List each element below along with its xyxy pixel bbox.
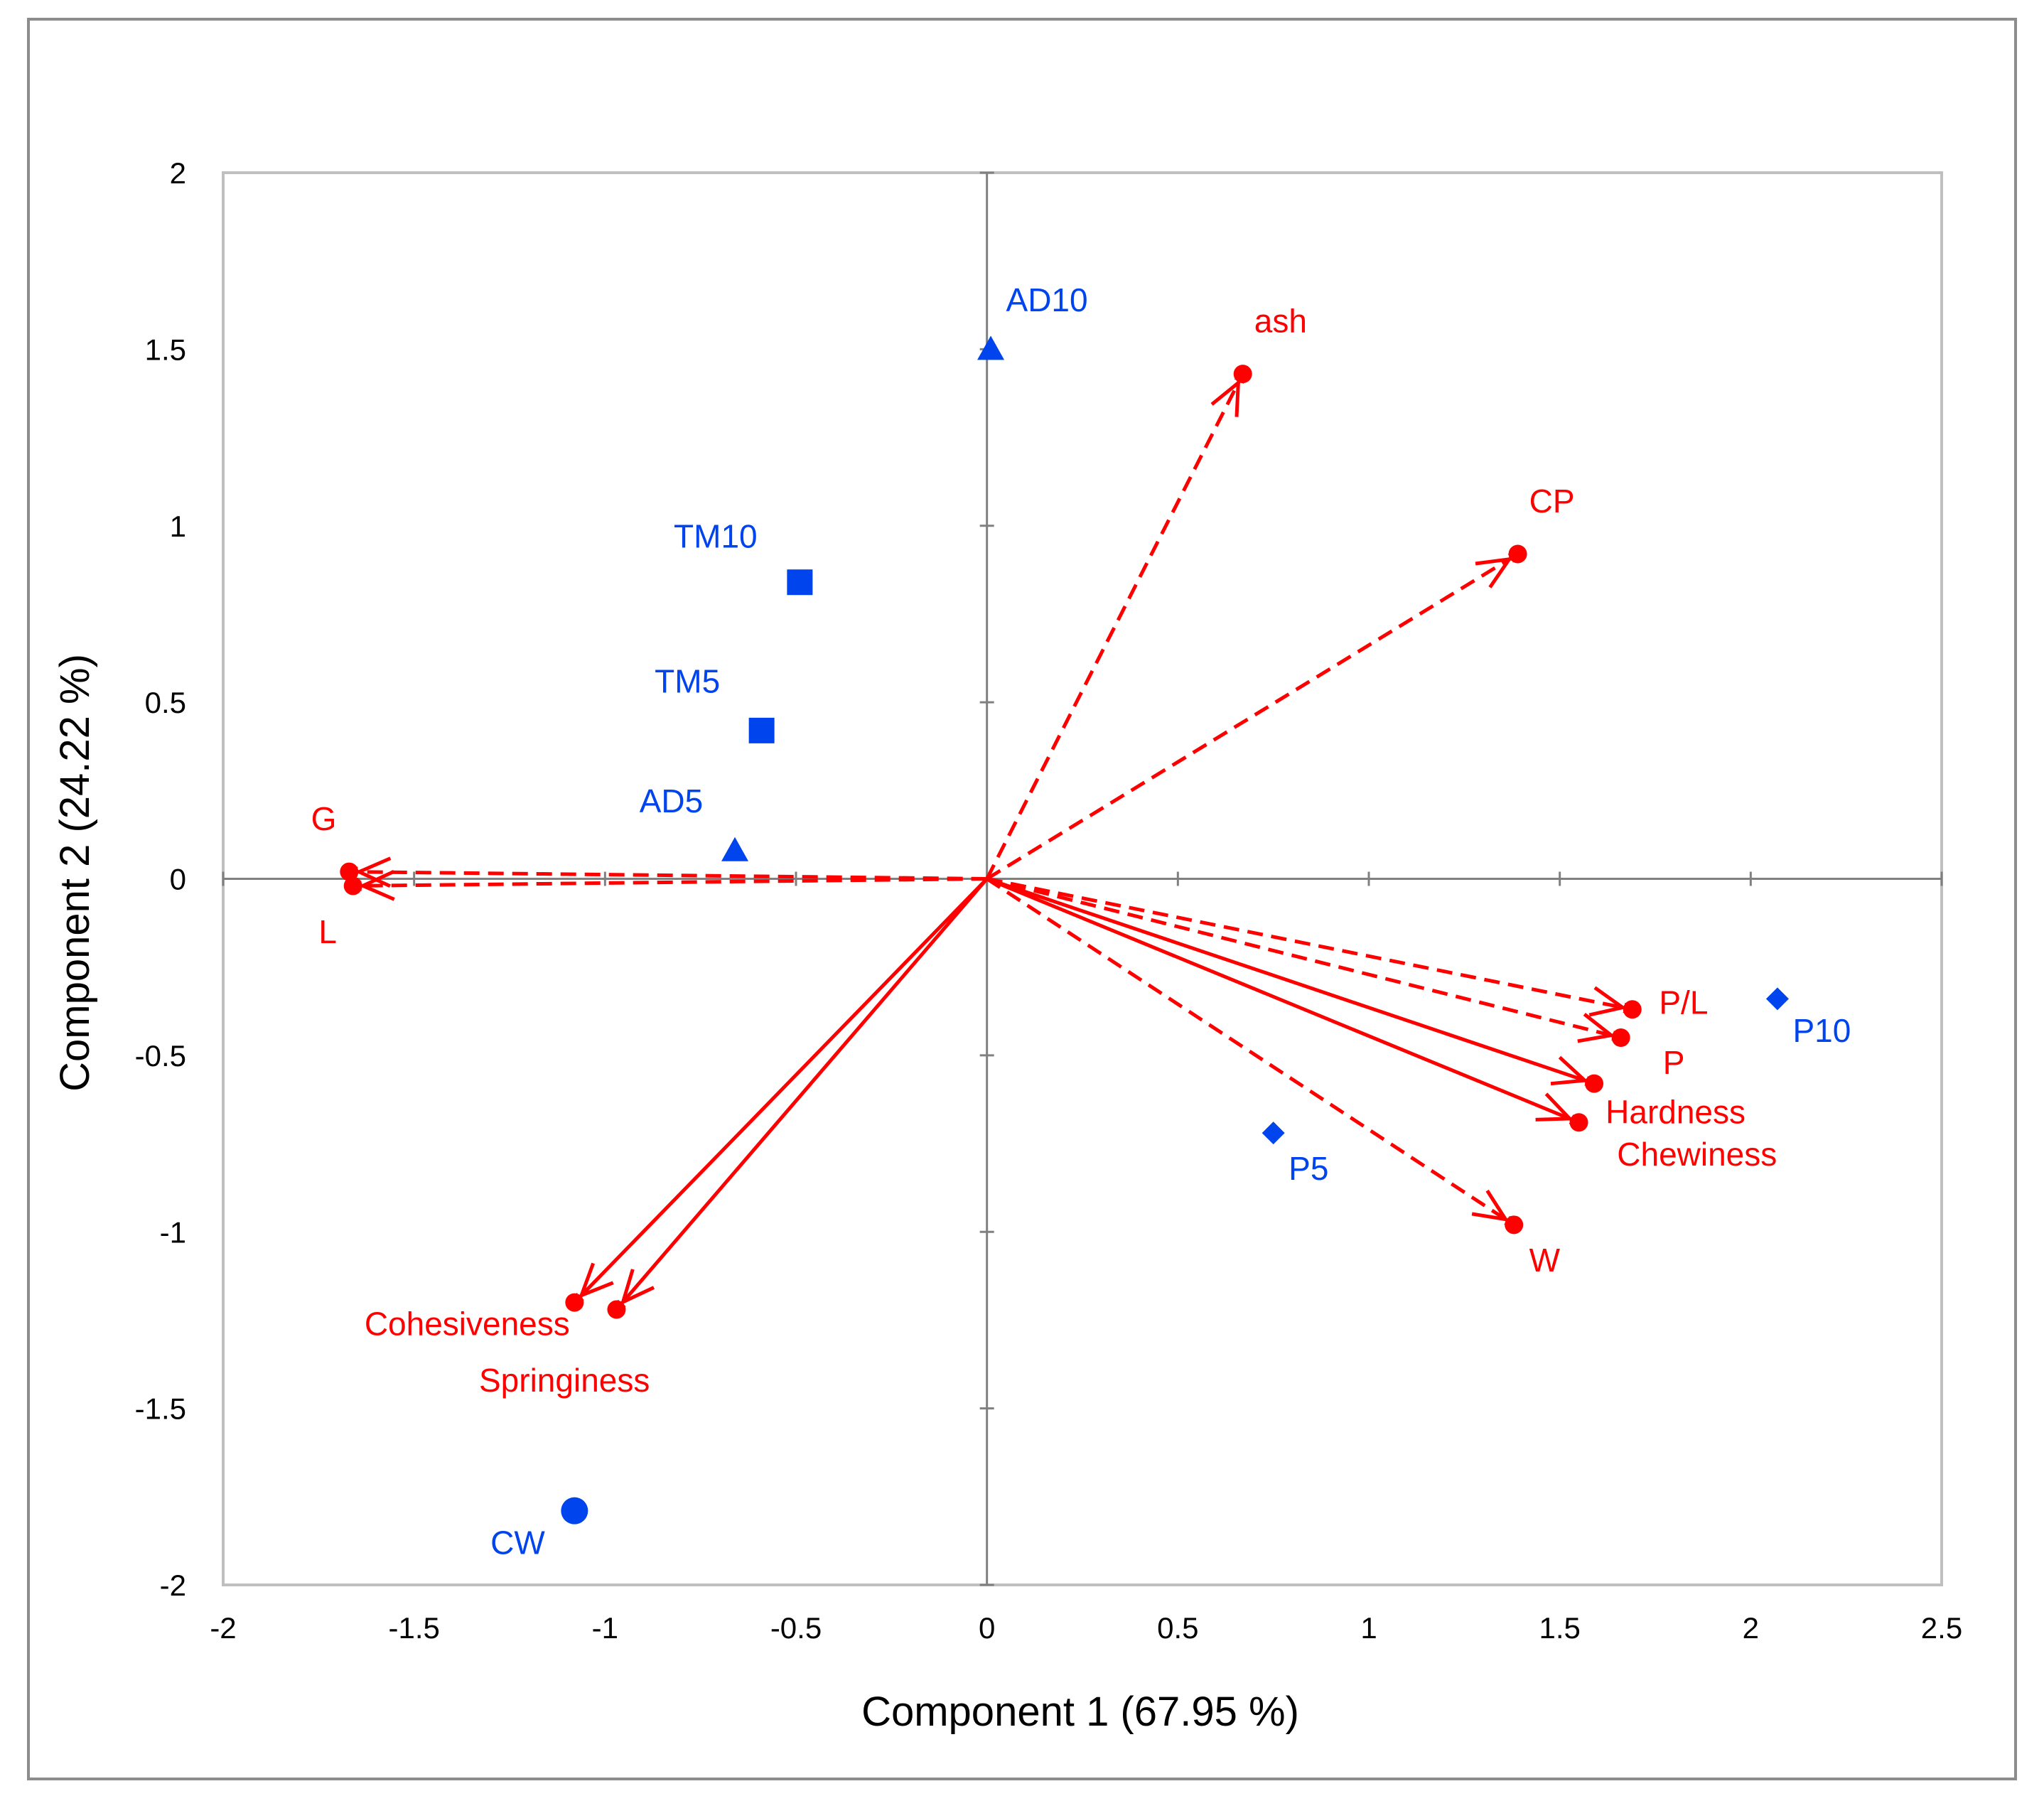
- vector-arrowhead: [1475, 556, 1513, 588]
- observation-label: CW: [490, 1524, 545, 1561]
- x-tick-label: -1.5: [388, 1611, 439, 1645]
- observation-label: P10: [1792, 1012, 1851, 1049]
- variable-label: ash: [1254, 303, 1307, 340]
- vector-p-l: [986, 877, 1632, 1010]
- x-tick-label: -0.5: [770, 1611, 822, 1645]
- variable-label: Springiness: [479, 1362, 650, 1399]
- variable-vectors: ash CP G L P/L P Hardness Chewiness W Cohesivenes…: [311, 303, 1777, 1399]
- observation-label: AD5: [640, 783, 703, 819]
- observation-label: AD10: [1006, 281, 1088, 318]
- y-tick-label: 0.5: [145, 686, 186, 719]
- vector-arrowhead: [1535, 1092, 1574, 1122]
- vector-arrowhead: [620, 1269, 655, 1306]
- x-tick-label: -1: [592, 1611, 618, 1645]
- y-tick-label: -2: [160, 1569, 186, 1602]
- y-tick-label: -1: [160, 1215, 186, 1249]
- observation-label: P5: [1289, 1150, 1328, 1187]
- vector-ash: [985, 374, 1244, 880]
- vector-arrowhead: [578, 1262, 614, 1298]
- observation-points: AD10 TM10 TM5 AD5 P10 P5 CW: [490, 281, 1851, 1561]
- point-cw: [561, 1497, 588, 1525]
- vector-arrowhead: [1471, 1189, 1510, 1222]
- x-tick-label: 1.5: [1539, 1611, 1580, 1645]
- variable-label: Cohesiveness: [365, 1305, 570, 1342]
- vector-l: [353, 877, 987, 886]
- vector-arrowhead: [358, 869, 395, 901]
- variable-label: W: [1529, 1242, 1561, 1279]
- point-tm5: [748, 717, 775, 743]
- vector-arrowhead: [1210, 379, 1241, 417]
- y-axis-ticks: -2 -1.5 -1 -0.5 0 0.5 1 1.5 2: [135, 156, 994, 1602]
- y-tick-label: 1.5: [145, 333, 186, 366]
- vector-tip-springiness: [607, 1300, 626, 1319]
- point-ad5: [721, 837, 749, 861]
- y-axis-title: Component 2 (24.22 %): [52, 654, 98, 1092]
- variable-label: L: [318, 913, 337, 950]
- vector-p: [986, 877, 1621, 1038]
- vector-arrowhead: [1588, 986, 1628, 1017]
- y-tick-label: 0: [170, 863, 186, 896]
- x-tick-label: -2: [210, 1611, 236, 1645]
- vector-arrowhead: [1550, 1055, 1589, 1086]
- point-p5: [1262, 1122, 1285, 1145]
- vector-tip-p-l: [1623, 1000, 1642, 1019]
- x-tick-label: 2: [1743, 1611, 1759, 1645]
- x-axis-ticks: -2 -1.5 -1 -0.5 0 0.5 1 1.5 2 2.5: [210, 871, 1962, 1645]
- observation-label: TM5: [655, 662, 720, 699]
- vector-tip-chewiness: [1569, 1113, 1588, 1132]
- vector-w: [986, 877, 1515, 1227]
- chart-frame: [27, 18, 2017, 1780]
- x-tick-label: 2.5: [1921, 1611, 1962, 1645]
- y-tick-label: 2: [170, 156, 186, 190]
- point-ad10: [977, 335, 1005, 360]
- variable-label: P/L: [1659, 984, 1708, 1021]
- vector-tip-l: [343, 876, 362, 896]
- vector-springiness: [615, 877, 989, 1310]
- x-axis-title: Component 1 (67.95 %): [861, 1689, 1299, 1735]
- vector-arrowhead: [1577, 1013, 1616, 1043]
- y-tick-label: 1: [170, 510, 186, 543]
- vector-tip-g: [340, 862, 359, 881]
- vector-g: [349, 872, 987, 881]
- point-tm10: [787, 569, 813, 596]
- variable-label: Hardness: [1605, 1093, 1746, 1130]
- variable-label: Chewiness: [1617, 1136, 1777, 1173]
- y-tick-label: -1.5: [135, 1392, 186, 1426]
- vector-cp: [986, 552, 1518, 881]
- vector-chewiness: [986, 877, 1579, 1123]
- point-p10: [1765, 987, 1789, 1011]
- variable-label: P: [1663, 1044, 1685, 1081]
- variable-label: G: [311, 800, 337, 837]
- variable-label: CP: [1529, 483, 1575, 520]
- vector-hardness: [986, 877, 1594, 1084]
- vector-tip-cp: [1508, 544, 1527, 564]
- vector-tip-hardness: [1585, 1074, 1604, 1093]
- vector-tip-ash: [1233, 365, 1252, 384]
- y-tick-label: -0.5: [135, 1039, 186, 1072]
- vector-tip-w: [1505, 1215, 1524, 1235]
- vector-arrowhead: [355, 856, 392, 888]
- x-tick-label: 1: [1360, 1611, 1377, 1645]
- observation-label: TM10: [674, 518, 758, 555]
- vector-tip-p: [1611, 1028, 1630, 1048]
- x-tick-label: 0: [979, 1611, 995, 1645]
- vector-cohesiveness: [573, 877, 989, 1304]
- x-tick-label: 0.5: [1157, 1611, 1198, 1645]
- vector-tip-cohesiveness: [565, 1293, 584, 1312]
